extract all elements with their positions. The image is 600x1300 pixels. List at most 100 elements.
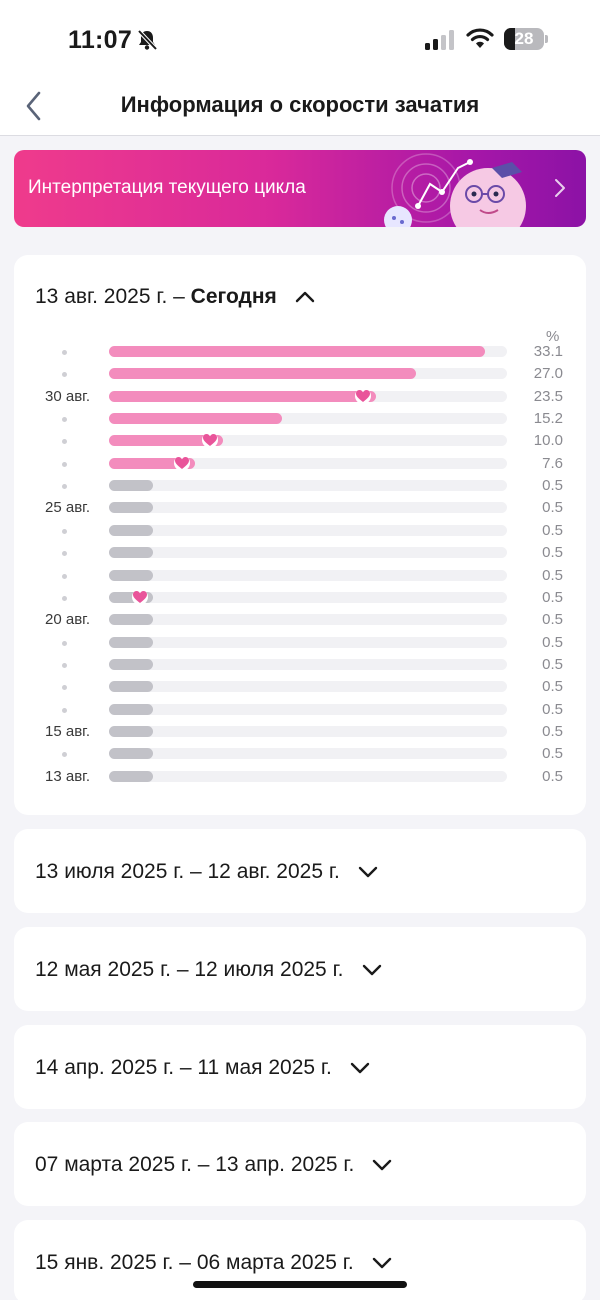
bar-fill (109, 748, 153, 760)
row-percent-value: 0.5 (542, 700, 563, 718)
percent-unit-label: % (546, 328, 560, 345)
bar-track (109, 614, 507, 626)
bell-slash-icon (137, 29, 158, 51)
chart-row: 15 авг. 0.5 (14, 721, 586, 743)
row-day-dot (62, 350, 67, 355)
bar-track (109, 368, 507, 380)
row-percent-value: 0.5 (542, 745, 563, 763)
chart-row: 0.5 (14, 743, 586, 765)
chart-row: 30 авг. 23.5 (14, 386, 586, 408)
bar-track (109, 748, 507, 760)
bar-fill (109, 547, 153, 559)
past-cycle-card[interactable]: 14 апр. 2025 г. – 11 мая 2025 г. (14, 1024, 586, 1109)
home-indicator (193, 1281, 407, 1288)
battery-level: 28 (514, 29, 534, 48)
row-date-label: 15 авг. (45, 722, 90, 740)
past-cycle-header: 07 марта 2025 г. – 13 апр. 2025 г. (35, 1153, 392, 1177)
bar-fill (109, 346, 486, 357)
row-day-dot (62, 595, 67, 601)
chevron-left-icon (26, 91, 41, 121)
row-day-dot (62, 707, 67, 713)
bar-fill (109, 457, 196, 469)
heart-icon (355, 387, 372, 404)
battery-fill (504, 28, 516, 50)
bar-fill (109, 658, 153, 670)
nav-bar: Информация о скорости зачатия (0, 78, 600, 136)
row-percent-value: 33.1 (533, 343, 563, 360)
bar-track (109, 524, 507, 536)
bar-track (109, 725, 507, 737)
row-percent-value: 0.5 (542, 767, 563, 785)
chart-row: 33.1 (14, 341, 586, 363)
past-cycle-header: 13 июля 2025 г. – 12 авг. 2025 г. (35, 860, 378, 884)
status-time: 11:07 (68, 26, 133, 54)
cycle-interpretation-banner[interactable]: Интерпретация текущего цикла (14, 150, 586, 227)
row-date-label: 25 авг. (45, 499, 90, 517)
bar-fill (109, 591, 153, 603)
bar-fill (109, 569, 153, 581)
heart-icon (174, 454, 191, 471)
row-percent-value: 27.0 (533, 365, 563, 383)
chart-row: 10.0 (14, 430, 586, 452)
past-cycle-card[interactable]: 15 янв. 2025 г. – 06 марта 2025 г. (14, 1220, 586, 1300)
bar-fill (109, 413, 282, 425)
chart-row: 0.5 (14, 654, 586, 676)
past-cycle-header: 14 апр. 2025 г. – 11 мая 2025 г. (35, 1056, 370, 1080)
row-percent-value: 0.5 (542, 655, 563, 673)
row-percent-value: 23.5 (533, 387, 563, 405)
past-cycle-range: 07 марта 2025 г. – 13 апр. 2025 г. (35, 1153, 355, 1177)
bar-track (109, 588, 507, 605)
chart-row: 0.5 (14, 587, 586, 609)
chart-row: 0.5 (14, 676, 586, 698)
current-cycle-header[interactable]: 13 авг. 2025 г. – Сегодня (35, 285, 315, 309)
signal-icon (425, 30, 454, 50)
row-percent-value: 0.5 (542, 588, 563, 606)
row-day-dot (62, 439, 67, 445)
row-percent-value: 7.6 (542, 454, 563, 472)
page-title: Информация о скорости зачатия (120, 92, 480, 117)
row-day-dot (62, 417, 67, 423)
row-percent-value: 0.5 (542, 611, 563, 629)
chevron-down-icon (373, 1160, 392, 1171)
chart-row: 0.5 (14, 699, 586, 721)
past-cycle-range: 12 мая 2025 г. – 12 июля 2025 г. (35, 957, 344, 981)
past-cycle-range: 13 июля 2025 г. – 12 авг. 2025 г. (35, 860, 340, 883)
chart-row: 27.0 (14, 363, 586, 385)
bar-track (109, 547, 507, 559)
row-percent-value: 15.2 (533, 410, 563, 428)
row-percent-value: 0.5 (542, 633, 563, 651)
chevron-up-icon (295, 291, 314, 303)
chart-row: 15.2 (14, 408, 586, 430)
chevron-right-icon (555, 179, 565, 197)
back-button[interactable] (14, 84, 54, 128)
bar-fill (109, 703, 153, 715)
past-cycle-card[interactable]: 07 марта 2025 г. – 13 апр. 2025 г. (14, 1122, 586, 1207)
row-date-label: 20 авг. (45, 611, 90, 629)
row-day-dot (62, 484, 67, 490)
bar-fill (109, 390, 377, 402)
chevron-down-icon (362, 964, 381, 975)
row-day-dot (62, 662, 67, 668)
wifi-icon (466, 28, 494, 48)
row-percent-value: 0.5 (542, 544, 563, 562)
bar-track (109, 502, 507, 514)
past-cycle-range: 14 апр. 2025 г. – 11 мая 2025 г. (35, 1055, 332, 1079)
past-cycle-card[interactable]: 12 мая 2025 г. – 12 июля 2025 г. (14, 926, 586, 1011)
bar-track (109, 703, 507, 715)
row-percent-value: 0.5 (542, 521, 563, 539)
past-cycle-card[interactable]: 13 июля 2025 г. – 12 авг. 2025 г. (14, 829, 586, 913)
row-percent-value: 0.5 (542, 477, 563, 495)
row-day-dot (62, 461, 67, 467)
chevron-down-icon (372, 1257, 391, 1269)
chart-row: 0.5 (14, 542, 586, 564)
bar-track (109, 413, 507, 425)
bar-fill (109, 524, 153, 536)
bar-fill (109, 368, 417, 380)
bar-fill (109, 770, 153, 782)
bar-fill (109, 480, 153, 492)
row-percent-value: 0.5 (542, 678, 563, 696)
past-cycle-range: 15 янв. 2025 г. – 06 марта 2025 г. (35, 1251, 354, 1274)
status-bar: 11:07 28 (0, 0, 600, 78)
bar-track (109, 387, 507, 404)
chart-row: 0.5 (14, 632, 586, 654)
